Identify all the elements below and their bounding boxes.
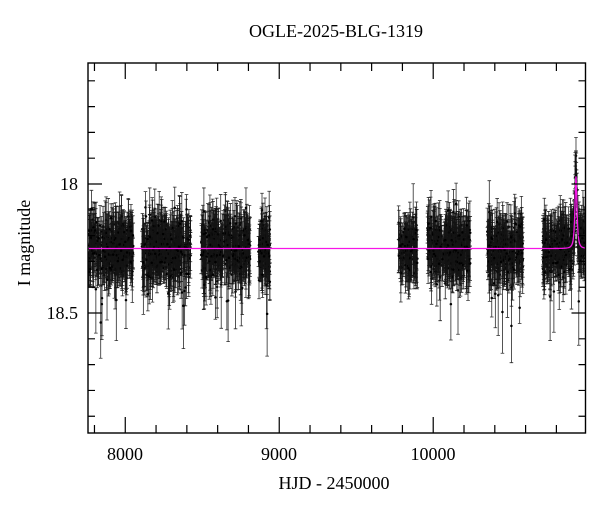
x-axis-label: HJD - 2450000 [278, 473, 390, 493]
x-tick-label-8000: 8000 [107, 444, 143, 464]
y-tick-label-18: 18 [60, 174, 78, 194]
x-tick-label-9000: 9000 [261, 444, 297, 464]
plot-title: OGLE-2025-BLG-1319 [249, 21, 423, 41]
y-tick-label-18-5: 18.5 [46, 303, 79, 323]
x-tick-label-10000: 10000 [410, 444, 456, 464]
y-axis-label: I magnitude [14, 199, 34, 287]
